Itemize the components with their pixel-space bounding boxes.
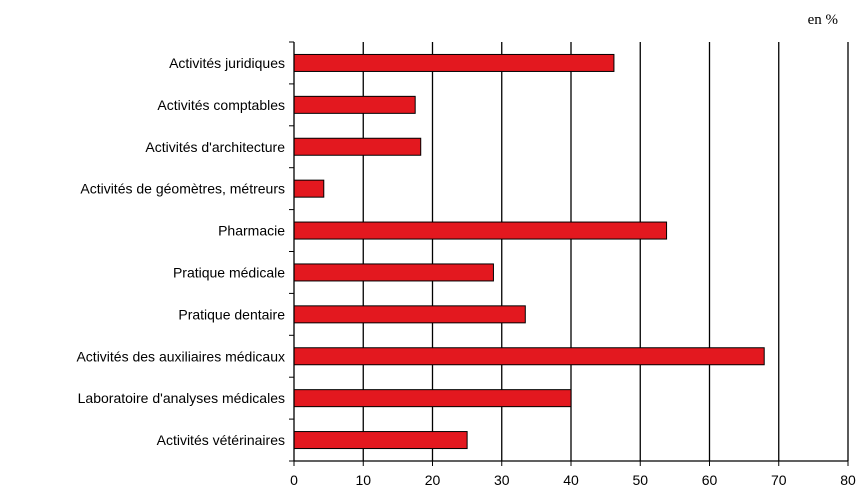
category-label: Laboratoire d'analyses médicales: [78, 390, 285, 406]
bar: [293, 179, 325, 198]
x-tick-label: 0: [290, 472, 298, 488]
unit-label: en %: [807, 12, 838, 28]
category-label: Activités des auxiliaires médicaux: [76, 348, 285, 364]
bar: [293, 431, 468, 450]
x-tick-label: 80: [840, 472, 856, 488]
category-label: Pharmacie: [218, 223, 285, 239]
bar: [293, 137, 422, 156]
x-tick-label: 50: [632, 472, 648, 488]
x-tick-label: 40: [563, 472, 579, 488]
bar: [293, 305, 526, 324]
category-label: Pratique dentaire: [178, 306, 285, 322]
category-label: Activités d'architecture: [145, 139, 285, 155]
category-label: Activités comptables: [157, 97, 285, 113]
category-label: Activités de géomètres, métreurs: [80, 181, 285, 197]
bar: [293, 95, 416, 114]
x-tick-label: 20: [425, 472, 441, 488]
bar: [293, 221, 668, 240]
bar: [293, 347, 765, 366]
bar: [293, 263, 494, 282]
category-label: Activités juridiques: [169, 55, 285, 71]
bar: [293, 389, 572, 408]
x-tick-label: 60: [702, 472, 718, 488]
bar: [293, 53, 615, 72]
x-tick-label: 30: [494, 472, 510, 488]
category-label: Pratique médicale: [173, 264, 285, 280]
x-tick-label: 10: [355, 472, 371, 488]
category-label: Activités vétérinaires: [157, 432, 285, 448]
x-tick-label: 70: [771, 472, 787, 488]
